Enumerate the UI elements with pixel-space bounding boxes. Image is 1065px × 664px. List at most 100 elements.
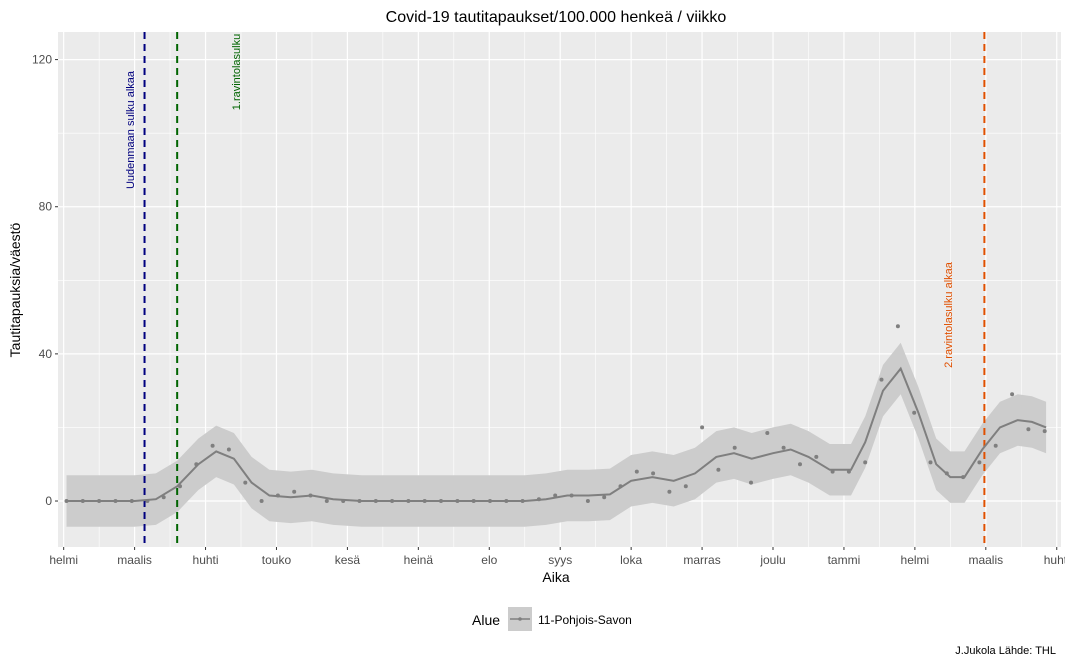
data-point	[846, 469, 851, 474]
x-tick-label: huhti	[1044, 553, 1065, 567]
data-point	[879, 377, 884, 382]
data-point	[64, 499, 69, 503]
data-point	[536, 497, 541, 502]
data-point	[651, 471, 656, 476]
y-tick-label: 0	[45, 494, 52, 508]
legend-title: Alue	[472, 612, 500, 628]
data-point	[422, 499, 427, 503]
data-point	[243, 480, 248, 485]
data-point	[357, 499, 362, 503]
data-point	[928, 460, 933, 465]
data-point	[585, 499, 590, 503]
data-point	[390, 499, 395, 503]
data-point	[667, 489, 672, 494]
data-point	[471, 499, 476, 503]
data-point	[292, 489, 297, 494]
y-tick-label: 80	[39, 200, 53, 214]
x-axis: helmi maalis huhti touko kesä heinä elo syys lok…	[49, 547, 1065, 567]
x-tick-label: heinä	[404, 553, 434, 567]
data-point	[80, 499, 85, 503]
legend: Alue 11-Pohjois-Savon	[472, 607, 632, 631]
data-point	[716, 467, 721, 472]
data-point	[961, 475, 966, 480]
data-point	[275, 493, 280, 498]
x-tick-label: elo	[481, 553, 497, 567]
y-axis: 0 40 80 120	[32, 53, 58, 508]
x-tick-label: maalis	[968, 553, 1003, 567]
data-point	[634, 469, 639, 474]
y-tick-label: 40	[39, 347, 53, 361]
data-point	[113, 499, 118, 503]
data-point	[602, 495, 607, 500]
data-point	[749, 480, 753, 485]
data-point	[683, 484, 688, 489]
y-tick-label: 120	[32, 53, 52, 67]
event-label-3: 2.ravintolasulku alkaa	[943, 261, 955, 368]
data-point	[226, 447, 231, 452]
data-point	[1010, 392, 1015, 397]
data-point	[97, 499, 102, 503]
event-label-2: 1.ravintolasulku	[231, 34, 243, 110]
data-point	[993, 443, 998, 448]
trend-line	[66, 366, 1047, 502]
confidence-band	[66, 342, 1047, 527]
data-point	[830, 469, 835, 474]
data-point	[488, 499, 492, 503]
data-points	[64, 324, 1047, 503]
trend-path	[66, 366, 1047, 502]
data-point	[618, 484, 623, 489]
data-point	[798, 462, 802, 467]
data-point	[455, 499, 460, 503]
data-point	[373, 499, 378, 503]
data-point	[520, 499, 525, 503]
x-tick-label: loka	[620, 553, 642, 567]
event-lines: Uudenmaan sulku alkaa 1.ravintolasulku 2.r…	[125, 32, 986, 547]
confidence-band-area	[66, 342, 1047, 527]
legend-entry-label: 11-Pohjois-Savon	[538, 613, 632, 627]
data-point	[863, 460, 868, 465]
x-tick-label: joulu	[759, 553, 785, 567]
data-point	[341, 499, 346, 503]
data-point	[553, 493, 558, 498]
grid-minor	[58, 32, 1061, 547]
x-tick-label: kesä	[335, 553, 361, 567]
data-point	[504, 499, 509, 503]
x-tick-label: huhti	[193, 553, 219, 567]
chart-title: Covid-19 tautitapaukset/100.000 henkeä /…	[386, 9, 727, 26]
data-point	[912, 410, 917, 415]
data-point	[1042, 429, 1047, 434]
x-axis-title: Aika	[542, 569, 569, 585]
data-point	[700, 425, 705, 430]
x-tick-label: marras	[683, 553, 720, 567]
data-point	[569, 493, 574, 498]
data-point	[161, 495, 166, 500]
chart-caption: J.Jukola Lähde: THL	[955, 645, 1056, 657]
legend-key-point	[518, 617, 522, 621]
x-tick-label: maalis	[117, 553, 152, 567]
data-point	[178, 484, 182, 489]
data-point	[439, 499, 443, 503]
data-point	[145, 499, 150, 503]
data-point	[308, 493, 313, 498]
data-point	[1026, 427, 1031, 432]
x-tick-label: helmi	[49, 553, 78, 567]
data-point	[814, 454, 819, 459]
data-point	[944, 471, 949, 476]
data-point	[129, 499, 134, 503]
data-point	[765, 431, 770, 435]
data-point	[895, 324, 900, 329]
data-point	[259, 499, 264, 503]
data-point	[210, 443, 215, 448]
x-tick-label: helmi	[901, 553, 930, 567]
data-point	[406, 499, 411, 503]
x-tick-label: touko	[262, 553, 292, 567]
data-point	[732, 445, 737, 450]
data-point	[324, 499, 329, 503]
data-point	[194, 462, 199, 467]
data-point	[977, 460, 982, 465]
x-tick-label: tammi	[828, 553, 861, 567]
event-label-1: Uudenmaan sulku alkaa	[125, 70, 137, 189]
x-tick-label: syys	[548, 553, 572, 567]
y-axis-title: Tautitapauksia/väestö	[7, 222, 23, 357]
